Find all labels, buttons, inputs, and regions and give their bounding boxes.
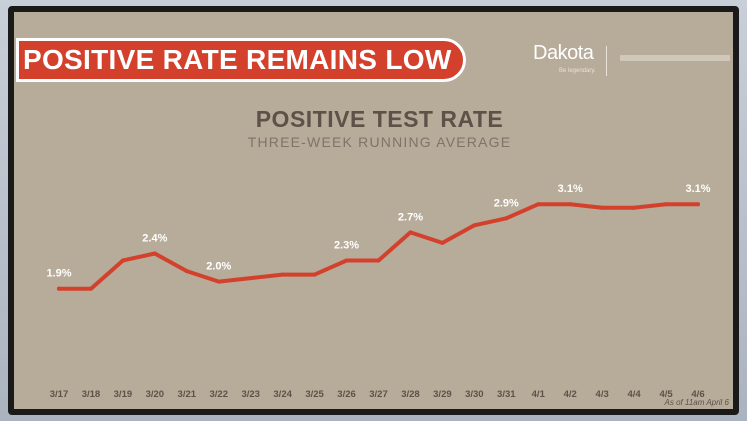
data-point (600, 205, 605, 210)
logo-divider (606, 46, 607, 76)
dakota-logo: Dakota (533, 42, 594, 64)
logo-tagline: Be legendary. (559, 68, 596, 74)
x-tick-label: 3/17 (50, 389, 69, 400)
data-point (664, 202, 669, 207)
x-tick-label: 3/24 (273, 389, 292, 400)
x-tick-label: 3/28 (401, 389, 420, 400)
data-point (504, 216, 509, 221)
x-tick-label: 3/29 (433, 389, 452, 400)
x-tick-label: 3/20 (146, 389, 165, 400)
data-point (344, 258, 349, 263)
data-point (568, 202, 573, 207)
data-point (696, 202, 700, 207)
data-point (248, 276, 253, 281)
data-point (88, 286, 93, 291)
timestamp-footnote: As of 11am April 6 (664, 398, 729, 407)
data-point (57, 286, 61, 291)
data-label: 3.1% (685, 183, 710, 195)
data-label: 2.9% (494, 197, 519, 209)
x-tick-label: 3/22 (210, 389, 229, 400)
data-point (472, 223, 477, 228)
x-tick-label: 3/27 (369, 389, 388, 400)
data-point (312, 272, 317, 277)
line-chart: 1.9% 2.4% 2.0% 2.3% 2.7% 2.9% 3.1% 3.1% 3/17 3/18… (46, 183, 710, 400)
headline-text: POSITIVE RATE REMAINS LOW (23, 44, 452, 75)
data-label: 1.9% (46, 268, 71, 280)
x-tick-label: 3/30 (465, 389, 484, 400)
data-label: 2.7% (398, 211, 423, 223)
data-point (440, 240, 445, 245)
data-point (120, 258, 125, 263)
series-line (57, 202, 700, 291)
data-point (632, 205, 637, 210)
chart-subtitle: THREE-WEEK RUNNING AVERAGE (247, 134, 512, 150)
data-point (376, 258, 381, 263)
data-point (280, 272, 285, 277)
x-tick-label: 3/19 (114, 389, 132, 400)
x-tick-label: 4/2 (564, 389, 577, 400)
x-tick-label: 4/3 (596, 389, 609, 400)
data-label: 2.0% (206, 261, 231, 273)
data-point (152, 251, 157, 256)
data-point (184, 269, 189, 274)
slide-frame: POSITIVE RATE REMAINS LOW Dakota Be lege… (8, 6, 739, 415)
data-point (536, 202, 541, 207)
x-tick-label: 3/31 (497, 389, 516, 400)
x-tick-label: 3/26 (337, 389, 356, 400)
x-tick-label: 4/5 (659, 389, 673, 400)
x-tick-label: 4/6 (691, 389, 704, 400)
chart-title: POSITIVE TEST RATE (255, 106, 504, 132)
x-tick-label: 3/18 (82, 389, 101, 400)
data-label: 2.3% (334, 240, 359, 252)
x-tick-label: 3/25 (305, 389, 324, 400)
x-tick-label: 4/1 (532, 389, 546, 400)
department-logo-text (620, 55, 730, 61)
x-tick-label: 3/23 (241, 389, 260, 400)
data-point (408, 230, 413, 235)
x-tick-label: 4/4 (627, 389, 641, 400)
headline-banner: POSITIVE RATE REMAINS LOW (16, 38, 466, 82)
data-label: 2.4% (142, 232, 167, 244)
data-label: 3.1% (558, 183, 583, 195)
data-point (216, 279, 221, 284)
x-tick-label: 3/21 (178, 389, 197, 400)
